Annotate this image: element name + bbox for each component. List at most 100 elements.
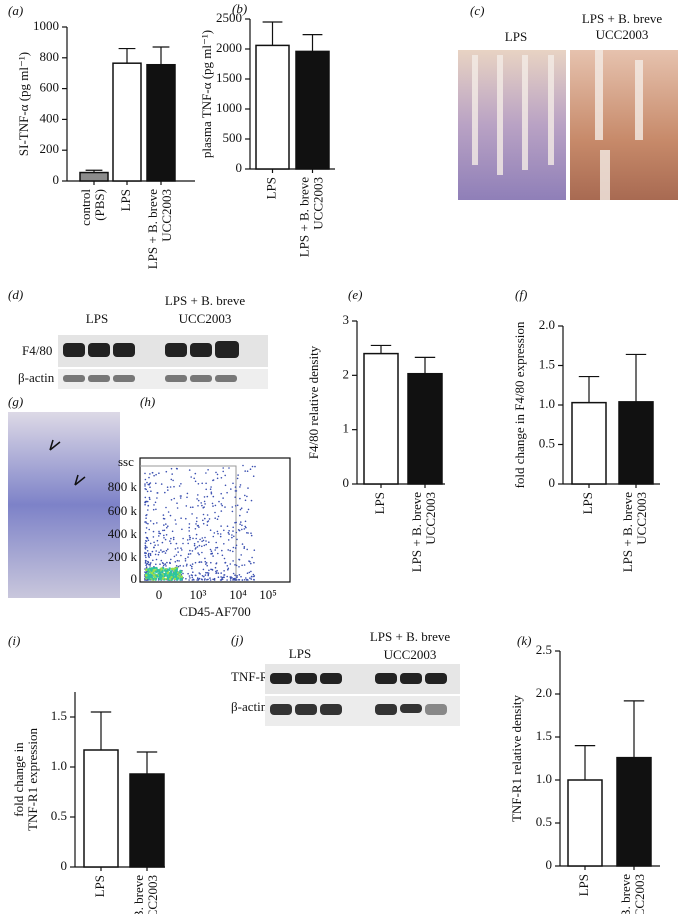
event — [155, 558, 158, 561]
x-tick-label: LPS — [580, 492, 595, 514]
event — [249, 468, 252, 471]
y-tick-label: 1.0 — [539, 396, 555, 411]
x-tick-label: 10³ — [190, 587, 207, 602]
event — [146, 481, 148, 484]
event — [197, 505, 199, 507]
event — [210, 550, 213, 552]
event — [210, 553, 212, 555]
event — [179, 495, 182, 497]
event — [148, 556, 150, 559]
event — [170, 537, 172, 540]
event — [204, 574, 207, 576]
event — [173, 555, 176, 558]
event — [165, 565, 167, 567]
event — [204, 560, 207, 563]
event — [202, 568, 205, 571]
event — [213, 578, 216, 581]
x-tick-label: control(PBS) — [78, 189, 107, 226]
event — [197, 483, 200, 485]
event — [216, 530, 219, 533]
event — [207, 578, 209, 581]
event — [246, 572, 249, 574]
event — [191, 567, 193, 570]
event — [162, 514, 165, 516]
event — [179, 564, 181, 567]
panel-label: (b) — [232, 1, 247, 16]
y-tick-label: 1.5 — [539, 356, 555, 371]
event — [197, 579, 200, 581]
event — [153, 474, 155, 477]
event — [232, 550, 234, 553]
event — [156, 522, 158, 524]
event — [169, 561, 171, 564]
event — [233, 577, 236, 580]
event — [203, 575, 205, 578]
event — [222, 470, 224, 473]
event — [221, 554, 224, 557]
bar — [146, 63, 176, 182]
event — [196, 546, 199, 548]
event — [144, 551, 146, 554]
y-tick-label: 600 — [40, 80, 60, 95]
event — [215, 570, 217, 573]
event — [201, 482, 203, 485]
panel-label: (k) — [517, 633, 531, 648]
event — [227, 567, 230, 570]
y-axis-label: plasma TNF-α (pg ml⁻¹) — [199, 30, 214, 158]
event — [223, 543, 225, 545]
row-label: F4/80 — [22, 343, 52, 358]
event — [247, 487, 249, 489]
band — [400, 673, 422, 684]
event — [170, 567, 174, 571]
event — [166, 571, 170, 575]
event — [226, 575, 228, 578]
event — [170, 499, 173, 501]
event — [145, 556, 147, 559]
event — [169, 577, 172, 581]
event — [219, 579, 222, 581]
event — [216, 518, 219, 520]
event — [244, 470, 246, 472]
event — [162, 529, 164, 532]
y-tick-label: 800 k — [108, 479, 138, 494]
y-tick-label: 1500 — [216, 70, 242, 85]
event — [186, 563, 188, 566]
event — [151, 471, 154, 474]
event — [150, 490, 152, 493]
event — [172, 479, 174, 482]
event — [217, 552, 219, 555]
event — [233, 535, 235, 538]
event — [243, 579, 246, 581]
event — [201, 578, 203, 581]
event — [220, 572, 222, 574]
events — [144, 464, 256, 582]
event — [216, 477, 219, 480]
event — [232, 560, 234, 562]
event — [207, 469, 209, 471]
y-tick-label: 400 — [40, 110, 60, 125]
event — [144, 496, 147, 499]
event — [234, 521, 236, 524]
event — [206, 521, 209, 523]
event — [180, 554, 182, 557]
event — [176, 502, 178, 505]
event — [229, 576, 231, 578]
event — [154, 501, 157, 504]
event — [220, 477, 223, 479]
event — [244, 520, 247, 523]
event — [208, 569, 210, 572]
event — [232, 546, 235, 549]
bar — [255, 44, 290, 170]
event — [147, 522, 149, 525]
panel-label: (e) — [348, 287, 362, 302]
event — [194, 528, 197, 530]
x-tick-label: LPS + B. breveUCC2003 — [131, 875, 160, 914]
event — [246, 548, 248, 551]
event — [200, 561, 203, 563]
event — [163, 550, 165, 553]
villi — [472, 50, 643, 200]
event — [238, 574, 241, 576]
band — [295, 704, 317, 715]
event — [204, 517, 206, 520]
event — [189, 549, 191, 552]
